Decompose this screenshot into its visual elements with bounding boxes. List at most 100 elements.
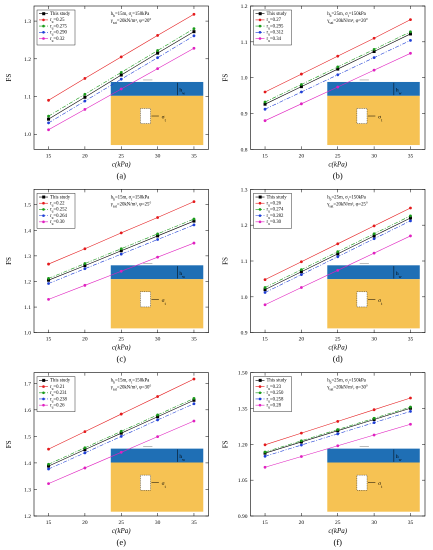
y-tick-label: 1.1 bbox=[241, 259, 248, 265]
legend-marker bbox=[42, 403, 45, 407]
water-layer bbox=[327, 448, 420, 463]
data-point bbox=[119, 55, 123, 59]
legend-marker bbox=[42, 12, 46, 16]
y-axis-label: FS bbox=[5, 74, 13, 82]
series-0 bbox=[263, 32, 412, 106]
legend-entry: ru=0.250 bbox=[267, 391, 285, 397]
soil-layer bbox=[327, 95, 420, 146]
data-point bbox=[409, 234, 412, 238]
note-line: γsat=20kN/m³, φ=25° bbox=[327, 201, 368, 208]
data-point bbox=[83, 264, 87, 268]
inset-schematic: hw σt bbox=[110, 263, 204, 329]
data-point bbox=[83, 262, 87, 265]
data-point bbox=[83, 77, 87, 80]
data-point bbox=[408, 216, 412, 220]
x-tick-label: 35 bbox=[191, 337, 197, 343]
series-0 bbox=[47, 398, 196, 468]
data-point bbox=[119, 431, 123, 435]
data-point bbox=[192, 397, 196, 400]
data-point bbox=[263, 278, 267, 282]
legend-marker bbox=[258, 391, 262, 395]
y-tick-label: 1.6 bbox=[24, 408, 31, 414]
data-point bbox=[372, 421, 376, 424]
x-axis-label: c(kPa) bbox=[328, 527, 347, 535]
series-0 bbox=[263, 216, 412, 292]
data-point bbox=[263, 454, 267, 458]
series-3 bbox=[47, 223, 196, 285]
note-line: hb=15m, σt=150kPa bbox=[111, 379, 150, 385]
series-4 bbox=[263, 234, 412, 307]
x-tick-label: 20 bbox=[299, 520, 305, 526]
data-point bbox=[192, 241, 196, 245]
legend-entry: ru=0.231 bbox=[50, 391, 68, 397]
data-point bbox=[192, 30, 196, 34]
inset-schematic: hw σt bbox=[327, 263, 420, 329]
legend-entry: ru=0.22 bbox=[50, 202, 65, 208]
y-tick-label: 1.1 bbox=[24, 95, 31, 101]
x-tick-label: 15 bbox=[262, 520, 268, 526]
inset-depth-label: hw bbox=[396, 271, 402, 279]
data-point bbox=[263, 100, 267, 104]
legend-marker bbox=[258, 220, 262, 224]
inset-pressure-label: σt bbox=[162, 115, 167, 123]
data-point bbox=[119, 247, 123, 251]
legend-entry: ru=0.28 bbox=[267, 403, 282, 409]
legend-marker bbox=[258, 385, 262, 388]
data-point bbox=[409, 422, 412, 426]
data-point bbox=[119, 429, 123, 433]
legend-entry: ru=0.21 bbox=[50, 385, 65, 391]
data-point bbox=[192, 402, 196, 406]
note-line: γsat=20kN/m³, φ=25° bbox=[111, 201, 152, 208]
data-point bbox=[372, 56, 376, 59]
x-tick-label: 30 bbox=[371, 153, 377, 159]
data-point bbox=[83, 107, 87, 111]
data-point bbox=[372, 232, 376, 236]
y-tick-label: 1.7 bbox=[24, 381, 31, 387]
legend-entry: ru=0.252 bbox=[50, 208, 68, 214]
data-point bbox=[336, 420, 340, 423]
data-point bbox=[372, 234, 376, 238]
data-point bbox=[192, 223, 196, 227]
data-point bbox=[192, 200, 196, 204]
data-point bbox=[372, 408, 376, 412]
data-point bbox=[336, 268, 340, 272]
data-point bbox=[299, 286, 303, 289]
inset-pressure-label: σt bbox=[378, 115, 383, 123]
series-1 bbox=[263, 206, 412, 282]
y-axis-label: FS bbox=[222, 257, 230, 265]
data-point bbox=[409, 18, 412, 22]
y-tick-label: 1.4 bbox=[24, 461, 31, 467]
x-tick-label: 25 bbox=[335, 520, 341, 526]
chart-panel-d: 15 20 25 30 35 0.9 1.0 1.1 1.2 1.3 c(kPa) FS (d) hw σt… bbox=[222, 187, 426, 364]
data-point bbox=[47, 277, 50, 280]
data-point bbox=[156, 51, 160, 55]
legend-marker bbox=[42, 195, 46, 199]
panel-label: (d) bbox=[333, 354, 343, 364]
x-tick-label: 35 bbox=[408, 520, 414, 526]
data-point bbox=[192, 46, 196, 50]
x-tick-label: 35 bbox=[191, 520, 197, 526]
data-point bbox=[47, 262, 50, 266]
y-tick-label: 1.0 bbox=[24, 132, 31, 138]
series-1 bbox=[47, 377, 196, 451]
data-point bbox=[83, 99, 87, 103]
chart-panel-a: 15 20 25 30 35 1.0 1.1 1.2 1.3 c(kPa) FS (a) hw σt Thi… bbox=[5, 5, 209, 180]
x-tick-label: 25 bbox=[119, 520, 125, 526]
legend-entry: ru=0.290 bbox=[50, 31, 68, 37]
data-point bbox=[372, 224, 376, 228]
note-line: γsat=20kN/m³, φ=20° bbox=[111, 18, 152, 25]
series-1 bbox=[47, 12, 196, 102]
data-point bbox=[336, 85, 340, 89]
data-point bbox=[336, 73, 340, 77]
data-point bbox=[409, 214, 412, 218]
y-tick-label: 0.90 bbox=[238, 514, 248, 520]
data-point bbox=[299, 443, 303, 447]
legend-entry: ru=0.26 bbox=[50, 403, 65, 409]
water-layer bbox=[110, 265, 204, 280]
chart-panel-e: 15 20 25 30 35 1.2 1.3 1.4 1.5 1.6 1.7 c(kPa) FS (e) h… bbox=[5, 372, 209, 547]
data-point bbox=[336, 255, 340, 259]
